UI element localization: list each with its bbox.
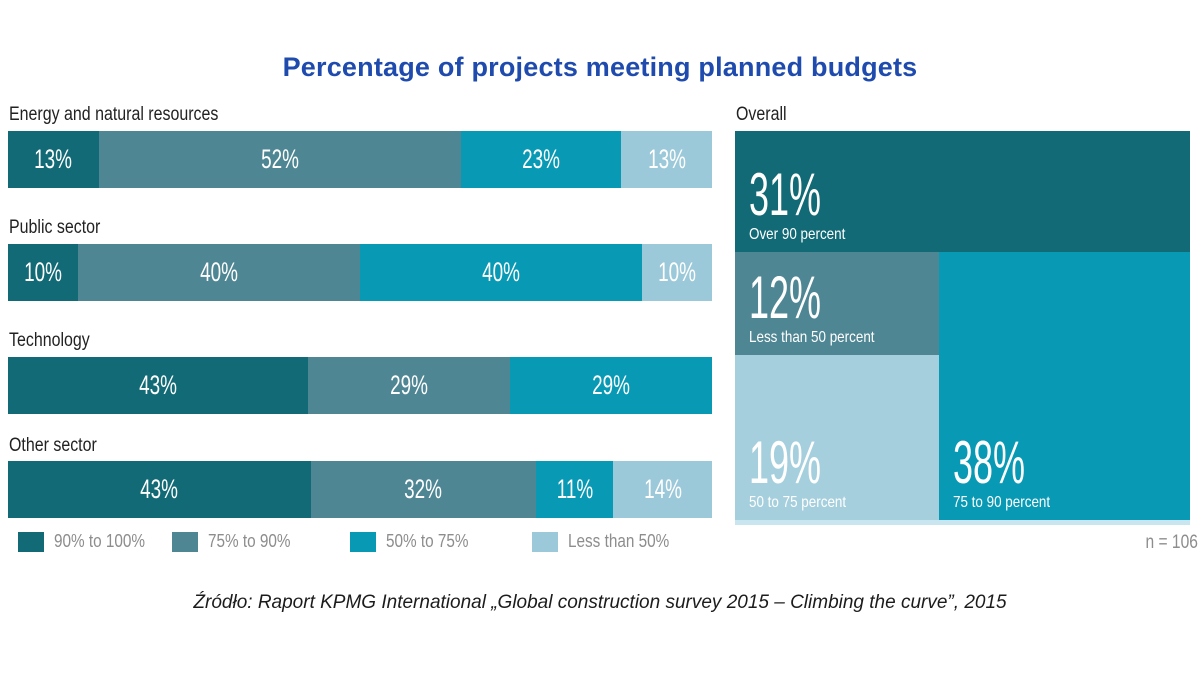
sector-label: Energy and natural resources <box>9 104 258 126</box>
bar-segment-value: 52% <box>260 144 299 174</box>
bar-segment: 23% <box>461 131 622 188</box>
stacked-bar: 43% 29% 29% <box>8 357 712 414</box>
legend-label: 90% to 100% <box>54 531 146 551</box>
sample-size-note: n = 106 <box>1145 532 1198 553</box>
source-citation: Źródło: Raport KPMG International „Globa… <box>193 592 1007 613</box>
legend-item: 90% to 100% <box>18 531 161 552</box>
legend-label: 75% to 90% <box>208 531 291 551</box>
treemap-cell: 31% Over 90 percent <box>735 131 1190 252</box>
bar-segment-value: 14% <box>643 474 682 504</box>
legend-item: Less than 50% <box>532 531 687 552</box>
overall-section-title: Overall <box>736 104 796 126</box>
sector-label-text: Technology <box>9 330 90 351</box>
bar-segment: 52% <box>98 131 462 188</box>
bar-segment: 10% <box>8 244 79 301</box>
bar-segment-value: 29% <box>389 370 428 400</box>
overall-section-title-text: Overall <box>736 104 787 125</box>
bar-segment-value: 43% <box>138 370 177 400</box>
bar-segment-value: 13% <box>34 144 73 174</box>
bar-segment: 43% <box>8 461 311 518</box>
bar-segment: 43% <box>8 357 308 414</box>
bar-segment-value: 32% <box>404 474 443 504</box>
bar-segment-value: 43% <box>140 474 179 504</box>
bar-segment-value: 10% <box>657 257 696 287</box>
bar-segment: 32% <box>310 461 536 518</box>
bar-segment: 10% <box>641 244 712 301</box>
bar-segment: 13% <box>621 131 712 188</box>
bar-segment-value: 11% <box>556 474 593 504</box>
bar-segment-value: 23% <box>522 144 561 174</box>
bar-segment-value: 40% <box>200 257 239 287</box>
treemap-cell-value: 31% <box>749 160 822 228</box>
treemap-cell-label: 75 to 90 percent <box>953 493 1051 511</box>
sector-label-text: Public sector <box>9 217 101 238</box>
treemap-cell: 38% 75 to 90 percent <box>939 251 1190 520</box>
legend-swatch <box>18 531 44 552</box>
stacked-bar: 43% 32% 11% 14% <box>8 461 712 518</box>
sector-label: Other sector <box>9 435 114 457</box>
legend-swatch <box>350 531 376 552</box>
sector-label: Technology <box>9 330 105 352</box>
bar-segment: 40% <box>78 244 360 301</box>
stacked-bar: 10% 40% 40% 10% <box>8 244 712 301</box>
bar-segment: 29% <box>509 357 712 414</box>
treemap-cell-value: 12% <box>749 264 822 332</box>
legend-swatch <box>172 531 198 552</box>
bar-segment-value: 10% <box>24 257 63 287</box>
legend-item: 50% to 75% <box>350 531 483 552</box>
bar-segment: 14% <box>613 461 712 518</box>
sector-label-text: Other sector <box>9 435 97 456</box>
stacked-bar: 13% 52% 23% 13% <box>8 131 712 188</box>
treemap-cell: 12% Less than 50 percent <box>735 251 940 356</box>
bar-segment-value: 40% <box>481 257 520 287</box>
overall-treemap: 31% Over 90 percent 12% Less than 50 percen… <box>735 131 1190 525</box>
treemap-cell-value: 19% <box>749 428 822 496</box>
bar-segment: 40% <box>360 244 642 301</box>
treemap-cell-label: 50 to 75 percent <box>749 493 847 511</box>
bar-segment: 13% <box>8 131 99 188</box>
legend-swatch <box>532 531 558 552</box>
bar-segment-value: 29% <box>592 370 630 400</box>
legend-label: Less than 50% <box>568 531 670 551</box>
bar-segment: 29% <box>307 357 510 414</box>
legend-item: 75% to 90% <box>172 531 305 552</box>
legend-label: 50% to 75% <box>386 531 469 551</box>
sector-label-text: Energy and natural resources <box>9 104 219 125</box>
sector-label: Public sector <box>9 217 118 239</box>
treemap-cell: 19% 50 to 75 percent <box>735 355 940 520</box>
treemap-cell-label: Less than 50 percent <box>749 329 875 347</box>
bar-segment-value: 13% <box>647 144 686 174</box>
treemap-cell-label: Over 90 percent <box>749 225 846 243</box>
bar-segment: 11% <box>536 461 614 518</box>
treemap-cell-value: 38% <box>953 428 1026 496</box>
page-title: Percentage of projects meeting planned b… <box>282 52 918 82</box>
